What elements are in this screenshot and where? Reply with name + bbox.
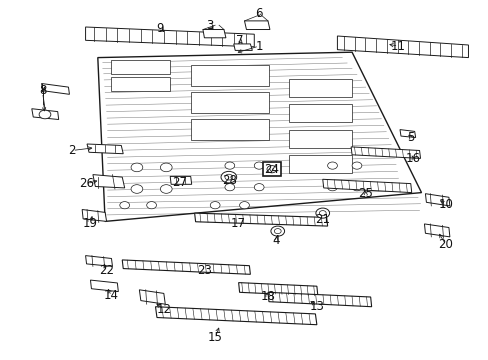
- Text: 12: 12: [156, 303, 171, 316]
- Circle shape: [315, 208, 329, 218]
- Text: 13: 13: [309, 300, 324, 312]
- Text: 19: 19: [83, 217, 98, 230]
- Polygon shape: [155, 307, 316, 325]
- Text: 15: 15: [207, 331, 222, 344]
- Bar: [288, 155, 351, 173]
- Bar: [190, 119, 268, 140]
- Text: 27: 27: [172, 176, 187, 189]
- Circle shape: [131, 163, 142, 172]
- Bar: [288, 79, 351, 97]
- Polygon shape: [238, 283, 317, 296]
- Circle shape: [160, 185, 172, 193]
- Circle shape: [131, 185, 142, 193]
- Circle shape: [270, 226, 284, 236]
- Polygon shape: [85, 27, 254, 47]
- Bar: [288, 130, 351, 148]
- Circle shape: [224, 174, 232, 180]
- Circle shape: [239, 202, 249, 209]
- Text: 1: 1: [255, 40, 263, 53]
- Text: 10: 10: [438, 198, 452, 211]
- Polygon shape: [90, 280, 118, 292]
- Circle shape: [146, 202, 156, 209]
- Bar: [190, 92, 268, 113]
- Polygon shape: [41, 84, 69, 94]
- Text: 9: 9: [156, 22, 164, 35]
- Bar: [111, 60, 170, 74]
- Polygon shape: [85, 256, 112, 266]
- Text: 18: 18: [260, 291, 275, 303]
- Polygon shape: [424, 224, 449, 237]
- Circle shape: [351, 184, 361, 191]
- Polygon shape: [244, 21, 269, 30]
- Polygon shape: [399, 130, 415, 138]
- Circle shape: [221, 171, 236, 183]
- Polygon shape: [87, 144, 123, 154]
- Text: 28: 28: [222, 174, 237, 186]
- Bar: [190, 65, 268, 86]
- Circle shape: [120, 202, 129, 209]
- Circle shape: [224, 162, 234, 169]
- Polygon shape: [139, 290, 165, 304]
- Polygon shape: [267, 292, 371, 307]
- Text: 8: 8: [39, 84, 47, 97]
- Circle shape: [266, 166, 276, 173]
- Bar: [111, 77, 170, 91]
- Polygon shape: [170, 176, 191, 184]
- Polygon shape: [82, 210, 106, 221]
- Bar: [288, 104, 351, 122]
- Text: 17: 17: [231, 217, 245, 230]
- Text: 22: 22: [99, 264, 114, 276]
- Polygon shape: [32, 109, 59, 120]
- Text: 14: 14: [104, 289, 119, 302]
- Text: 24: 24: [264, 163, 278, 176]
- Text: 6: 6: [255, 7, 263, 20]
- Circle shape: [319, 211, 325, 216]
- Circle shape: [274, 229, 281, 234]
- Text: 26: 26: [80, 177, 94, 190]
- Circle shape: [327, 162, 337, 169]
- Polygon shape: [93, 175, 124, 188]
- Polygon shape: [350, 147, 420, 158]
- Text: 2: 2: [68, 144, 76, 157]
- Polygon shape: [322, 179, 411, 193]
- Text: 4: 4: [272, 234, 280, 247]
- Text: 11: 11: [390, 40, 405, 53]
- Circle shape: [224, 184, 234, 191]
- Text: 3: 3: [206, 19, 214, 32]
- Polygon shape: [233, 44, 252, 50]
- Circle shape: [160, 163, 172, 172]
- Polygon shape: [194, 213, 327, 226]
- Text: 20: 20: [438, 238, 452, 251]
- Text: 21: 21: [315, 213, 329, 226]
- Text: 7: 7: [235, 34, 243, 47]
- Polygon shape: [337, 36, 468, 58]
- Text: 25: 25: [358, 187, 372, 200]
- Polygon shape: [98, 52, 421, 221]
- Text: 5: 5: [406, 131, 414, 144]
- Polygon shape: [122, 260, 250, 274]
- Circle shape: [210, 202, 220, 209]
- Polygon shape: [203, 30, 225, 38]
- Circle shape: [351, 162, 361, 169]
- Circle shape: [254, 184, 264, 191]
- Polygon shape: [425, 194, 449, 206]
- Text: 16: 16: [405, 152, 420, 165]
- Text: 23: 23: [197, 264, 211, 276]
- Circle shape: [39, 110, 51, 119]
- Circle shape: [327, 184, 337, 191]
- Polygon shape: [263, 162, 281, 176]
- Circle shape: [254, 162, 264, 169]
